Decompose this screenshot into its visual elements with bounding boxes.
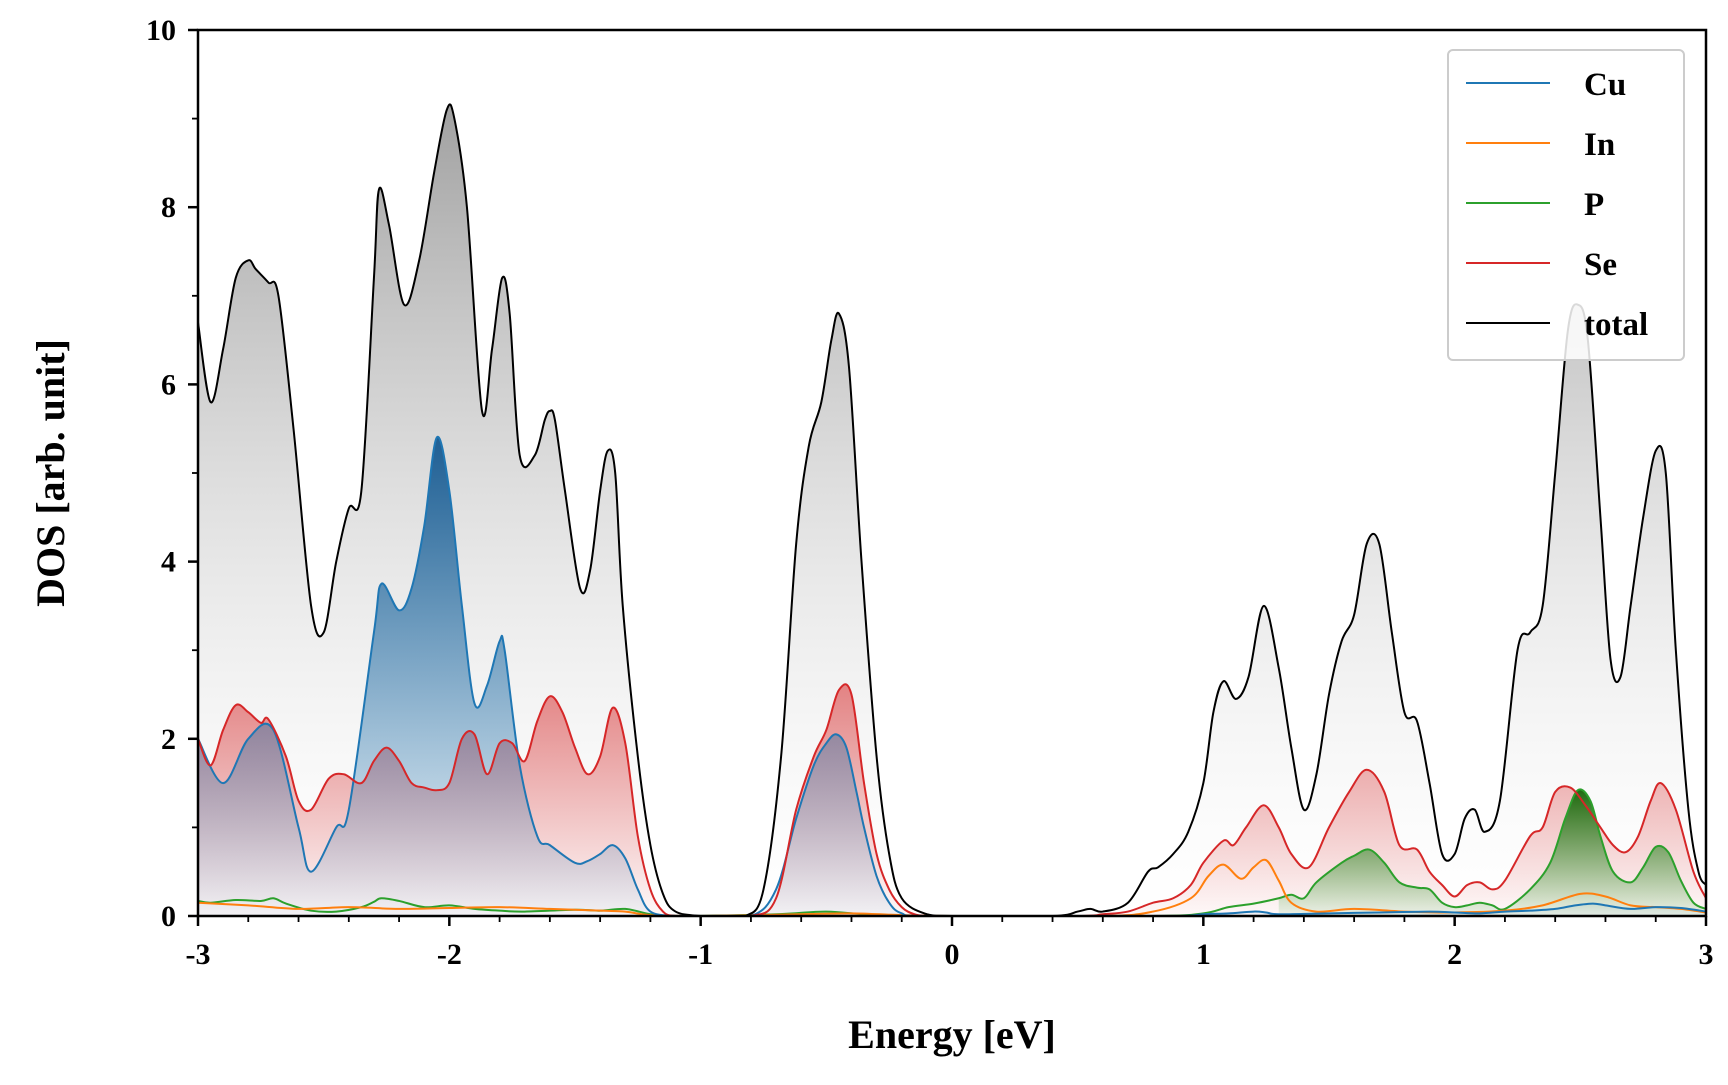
x-tick-label: 1 [1196, 938, 1211, 971]
legend-label-cu: Cu [1584, 67, 1626, 103]
x-axis-title: Energy [eV] [848, 1012, 1056, 1057]
area-fill-se [198, 684, 1706, 916]
area-fill-p [1278, 789, 1706, 916]
x-tick-label: 2 [1447, 938, 1462, 971]
y-tick-label: 8 [161, 191, 176, 224]
legend-label-se: Se [1584, 247, 1617, 283]
legend-label-p: P [1584, 187, 1604, 223]
x-tick-label: -3 [186, 938, 211, 971]
y-axis-title: DOS [arb. unit] [28, 339, 73, 607]
x-tick-label: 3 [1699, 938, 1714, 971]
x-tick-label: 0 [945, 938, 960, 971]
series-lines [198, 103, 1706, 916]
axes: -3 -2 -1 0 1 2 3 0 2 4 6 8 10 [146, 14, 1714, 971]
series-line-p [198, 788, 1706, 916]
y-tick-label: 10 [146, 14, 176, 47]
legend-box [1447, 49, 1685, 361]
area-fill-cu [198, 436, 1706, 916]
series-line-in [198, 858, 1706, 916]
legend-label-in: In [1584, 127, 1615, 163]
area-fill-total [198, 104, 1706, 916]
y-tick-label: 4 [161, 546, 176, 579]
area-fills [198, 104, 1706, 916]
legend: Cu In P Se total [1447, 49, 1685, 361]
series-line-se [198, 683, 1706, 916]
x-tick-label: -2 [437, 938, 462, 971]
series-line-total [198, 103, 1706, 916]
y-tick-label: 2 [161, 723, 176, 756]
series-line-cu [198, 435, 1706, 916]
y-tick-label: 6 [161, 368, 176, 401]
y-tick-label: 0 [161, 900, 176, 933]
x-tick-label: -1 [688, 938, 713, 971]
legend-label-total: total [1584, 307, 1648, 343]
